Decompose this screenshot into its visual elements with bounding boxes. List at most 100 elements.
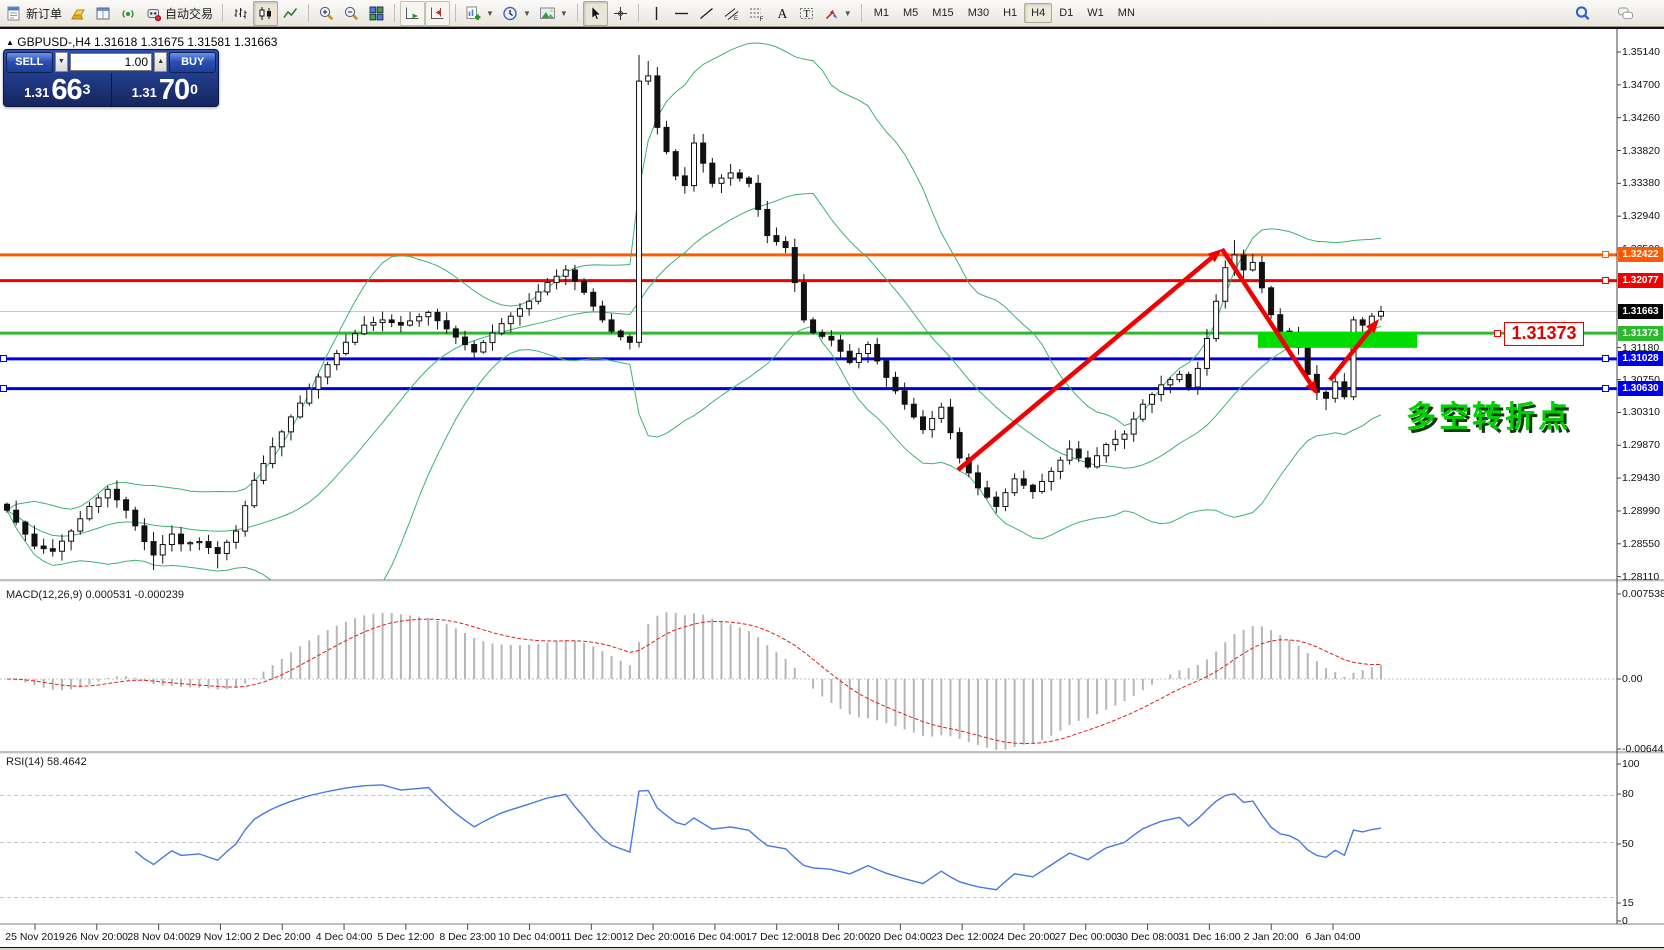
panel-collapse-icon[interactable]: ▲ [6, 38, 14, 47]
arrows-button[interactable]: ▼ [819, 1, 856, 26]
text-label-button[interactable]: T [794, 1, 819, 26]
crosshair-button[interactable] [608, 1, 633, 26]
rsi-axis-label: 0 [1622, 915, 1628, 927]
lot-decrease-button[interactable]: ▼ [54, 52, 68, 72]
time-axis-label: 16 Dec 04:00 [683, 931, 747, 943]
time-axis-label: 12 Dec 20:00 [621, 931, 685, 943]
price-axis-label: 1.35140 [1622, 46, 1660, 58]
cursor-button[interactable] [582, 0, 608, 26]
buy-price[interactable]: 1.31 70 0 [112, 73, 219, 106]
bollinger-upper-band [6, 42, 1382, 511]
dropdown-caret-icon[interactable]: ▼ [522, 8, 531, 18]
timeframe-w1-button[interactable]: W1 [1087, 7, 1104, 19]
trendline-button[interactable] [694, 1, 719, 26]
toolbar-separator [576, 4, 578, 22]
periods-button[interactable]: ▼ [498, 1, 535, 26]
timeframe-m15-button[interactable]: M15 [932, 7, 954, 19]
new-chart-button[interactable]: ▼ [461, 1, 498, 26]
price-chip-1.32422: 1.32422 [1618, 247, 1663, 263]
time-axis-label: 28 Nov 04:00 [127, 931, 190, 943]
zoom-out-button[interactable] [339, 1, 364, 26]
lot-increase-button[interactable]: ▲ [154, 52, 168, 72]
chart-shift-button[interactable] [425, 0, 451, 26]
text-button[interactable]: A [769, 1, 794, 26]
zoom-out-icon [343, 5, 360, 22]
chinese-annotation[interactable]: 多空转折点 [1406, 401, 1571, 434]
line-anchor-handle[interactable] [0, 355, 7, 363]
horizontal-line-button[interactable] [669, 1, 694, 26]
sell-button[interactable]: SELL [6, 51, 53, 73]
time-axis-label: 24 Dec 20:00 [992, 931, 1056, 943]
toolbar-separator [308, 4, 310, 22]
dropdown-caret-icon[interactable]: ▼ [559, 8, 568, 18]
fibonacci-button[interactable]: F [744, 1, 769, 26]
dropdown-caret-icon[interactable]: ▼ [843, 8, 852, 18]
search-icon[interactable] [1574, 5, 1591, 22]
line-chart-button[interactable] [278, 1, 303, 26]
chat-icon[interactable] [1617, 5, 1634, 22]
macd-indicator-label: MACD(12,26,9) 0.000531 -0.000239 [6, 589, 184, 601]
tile-windows-button[interactable] [364, 1, 389, 26]
toolbar-separator [860, 4, 862, 22]
price-axis-label: 1.29430 [1622, 472, 1660, 485]
candlestick-chart-button[interactable] [253, 0, 279, 26]
price-level-flag[interactable]: 1.31373 [1504, 322, 1584, 346]
price-axis-label: 1.34700 [1622, 78, 1660, 91]
lot-size-input[interactable] [70, 53, 152, 71]
chart-canvas[interactable] [0, 29, 1664, 950]
line-anchor-handle[interactable] [1602, 277, 1609, 285]
gold-icon [70, 5, 87, 22]
trend-arrow[interactable] [956, 249, 1222, 472]
timeframe-mn-button[interactable]: MN [1117, 7, 1135, 19]
zoom-in-button[interactable] [314, 1, 339, 26]
timeframe-m5-button[interactable]: M5 [903, 7, 919, 19]
macd-pane [0, 612, 1617, 751]
chart-window[interactable]: ▲ GBPUSD-,H4 1.31618 1.31675 1.31581 1.3… [0, 27, 1664, 950]
data-window-button[interactable] [91, 1, 116, 26]
autotrading-button[interactable]: 自动交易 [141, 1, 217, 26]
trend-arrow[interactable] [1328, 319, 1379, 382]
line-anchor-handle[interactable] [1602, 355, 1609, 363]
line-anchor-handle[interactable] [1602, 385, 1609, 393]
vertical-line-button[interactable] [644, 1, 669, 26]
chart-title: ▲ GBPUSD-,H4 1.31618 1.31675 1.31581 1.3… [6, 35, 277, 49]
timeframe-h4-button[interactable]: H4 [1024, 3, 1053, 23]
price-axis-label: 1.33380 [1622, 177, 1660, 190]
signals-button[interactable] [116, 1, 141, 26]
time-axis-label: 29 Nov 12:00 [189, 931, 252, 943]
line-anchor-handle[interactable] [1602, 251, 1609, 259]
highlight-zone-rectangle[interactable] [1258, 331, 1417, 348]
vline-icon [648, 5, 665, 22]
symbol-ohlc-text: GBPUSD-,H4 1.31618 1.31675 1.31581 1.316… [17, 35, 278, 49]
auto-scroll-button[interactable] [400, 0, 426, 26]
arrows-icon [823, 5, 840, 22]
time-axis-label: 25 Nov 2019 [5, 931, 65, 943]
bar-chart-button[interactable] [228, 1, 253, 26]
timeframe-h1-button[interactable]: H1 [1003, 7, 1018, 19]
sell-price[interactable]: 1.31 66 3 [4, 73, 112, 106]
market-watch-button[interactable] [66, 1, 91, 26]
buy-price-big: 70 [158, 74, 190, 106]
timeframe-d1-button[interactable]: D1 [1059, 7, 1074, 19]
timeframe-m30-button[interactable]: M30 [967, 7, 990, 19]
time-axis-label: 2 Dec 20:00 [253, 931, 311, 943]
trend-arrow[interactable] [1220, 247, 1318, 395]
time-axis-label: 17 Dec 12:00 [745, 931, 808, 943]
toolbar-separator [394, 4, 396, 22]
line-anchor-handle[interactable] [1494, 329, 1501, 337]
auto-scroll-icon [404, 5, 421, 22]
new-order-button[interactable]: 新订单 [2, 1, 66, 26]
buy-button[interactable]: BUY [169, 51, 216, 73]
timeframe-m1-button[interactable]: M1 [873, 7, 889, 19]
trade-panel-controls: SELL ▼ ▲ BUY [4, 50, 218, 73]
svg-text:E: E [734, 16, 738, 22]
price-axis-label: 1.33820 [1622, 144, 1660, 157]
hline-icon [673, 5, 690, 22]
dropdown-caret-icon[interactable]: ▼ [486, 8, 494, 18]
templates-button[interactable]: ▼ [535, 1, 572, 26]
toolbar-separator [637, 4, 639, 22]
line-anchor-handle[interactable] [0, 385, 7, 393]
time-axis-label: 31 Dec 16:00 [1178, 931, 1241, 943]
macd-signal-line [6, 618, 1381, 745]
channel-button[interactable]: E [719, 1, 744, 26]
